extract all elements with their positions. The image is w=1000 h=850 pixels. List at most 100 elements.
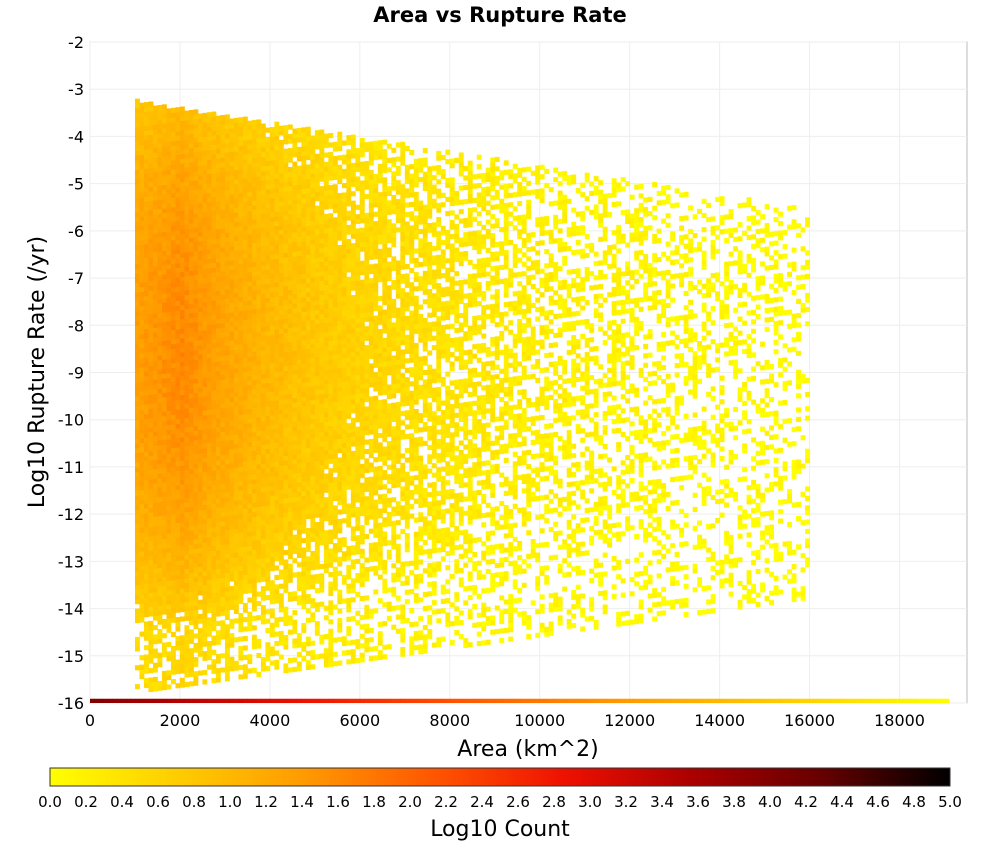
heatmap-cell bbox=[319, 403, 325, 409]
heatmap-cell bbox=[260, 402, 266, 408]
heatmap-cell bbox=[319, 573, 325, 579]
heatmap-cell bbox=[229, 288, 235, 294]
heatmap-cell bbox=[166, 377, 172, 383]
heatmap-cell bbox=[193, 557, 199, 564]
heatmap-cell bbox=[278, 394, 284, 400]
heatmap-cell bbox=[251, 205, 257, 211]
heatmap-cell bbox=[229, 618, 235, 625]
heatmap-cell bbox=[287, 596, 293, 602]
heatmap-cell bbox=[157, 567, 163, 573]
heatmap-cell bbox=[143, 191, 149, 197]
heatmap-cell bbox=[265, 335, 271, 341]
heatmap-cell bbox=[148, 394, 154, 400]
heatmap-cell bbox=[152, 105, 158, 111]
heatmap-cell bbox=[287, 185, 293, 191]
heatmap-cell bbox=[215, 597, 221, 603]
heatmap-cell bbox=[175, 277, 181, 283]
heatmap-cell bbox=[220, 299, 226, 305]
heatmap-cell bbox=[161, 151, 167, 157]
heatmap-cell bbox=[193, 501, 199, 507]
heatmap-cell bbox=[319, 516, 325, 522]
heatmap-cell bbox=[247, 120, 253, 126]
heatmap-cell bbox=[157, 156, 163, 163]
heatmap-cell bbox=[332, 349, 338, 355]
heatmap-cell bbox=[296, 642, 302, 648]
heatmap-cell bbox=[287, 195, 293, 201]
heatmap-cell bbox=[184, 408, 190, 414]
heatmap-cell bbox=[179, 276, 185, 282]
heatmap-cell bbox=[278, 172, 284, 179]
heatmap-cell bbox=[179, 200, 185, 207]
heatmap-cell bbox=[256, 473, 262, 479]
heatmap-cell bbox=[197, 292, 203, 298]
heatmap-cell bbox=[238, 504, 244, 510]
heatmap-cell bbox=[278, 517, 284, 523]
heatmap-cell bbox=[314, 318, 320, 325]
heatmap-cell bbox=[269, 155, 275, 161]
heatmap-cell bbox=[233, 306, 239, 312]
heatmap-cell bbox=[278, 262, 284, 268]
heatmap-cell bbox=[134, 646, 140, 652]
heatmap-cell bbox=[301, 259, 307, 265]
heatmap-cell bbox=[202, 263, 208, 270]
heatmap-cell bbox=[215, 167, 221, 173]
heatmap-cell bbox=[215, 115, 221, 121]
heatmap-cell bbox=[296, 543, 302, 549]
heatmap-cell bbox=[319, 223, 325, 230]
heatmap-cell bbox=[134, 216, 140, 222]
heatmap-cell bbox=[193, 246, 199, 252]
heatmap-cell bbox=[229, 467, 235, 473]
heatmap-cell bbox=[143, 257, 149, 264]
heatmap-cell bbox=[179, 323, 185, 329]
heatmap-cell bbox=[193, 156, 199, 162]
heatmap-cell bbox=[269, 282, 275, 288]
heatmap-cell bbox=[206, 447, 212, 453]
heatmap-cell bbox=[161, 600, 167, 606]
heatmap-cell bbox=[319, 455, 325, 461]
heatmap-cell bbox=[319, 299, 325, 305]
heatmap-cell bbox=[184, 341, 190, 348]
heatmap-cell bbox=[179, 512, 185, 518]
heatmap-cell bbox=[233, 528, 239, 534]
heatmap-cell bbox=[256, 511, 262, 517]
heatmap-cell bbox=[143, 281, 149, 287]
heatmap-cell bbox=[229, 321, 235, 327]
heatmap-cell bbox=[310, 329, 316, 335]
heatmap-cell bbox=[287, 398, 293, 404]
heatmap-cell bbox=[332, 311, 338, 317]
heatmap-cell bbox=[292, 487, 298, 493]
heatmap-cell bbox=[166, 415, 172, 421]
heatmap-cell bbox=[247, 318, 253, 325]
heatmap-cell bbox=[251, 365, 257, 371]
heatmap-cell bbox=[134, 580, 140, 586]
heatmap-cell bbox=[251, 313, 257, 319]
heatmap-cell bbox=[256, 553, 262, 559]
heatmap-cell bbox=[143, 163, 149, 169]
heatmap-cell bbox=[184, 587, 190, 593]
heatmap-cell bbox=[323, 407, 329, 413]
heatmap-cell bbox=[211, 446, 217, 452]
heatmap-cell bbox=[220, 322, 226, 328]
heatmap-cell bbox=[274, 315, 280, 321]
heatmap-cell bbox=[148, 356, 154, 362]
heatmap-cell bbox=[202, 547, 208, 553]
heatmap-cell bbox=[148, 238, 154, 244]
heatmap-cell bbox=[323, 364, 329, 371]
heatmap-cell bbox=[175, 192, 181, 198]
heatmap-cell bbox=[157, 605, 163, 611]
heatmap-cell bbox=[166, 250, 172, 256]
heatmap-cell bbox=[143, 418, 149, 424]
heatmap-cell bbox=[148, 295, 154, 301]
heatmap-cell bbox=[202, 514, 208, 520]
heatmap-cell bbox=[274, 234, 280, 241]
heatmap-cell bbox=[247, 625, 253, 632]
heatmap-cell bbox=[152, 544, 158, 550]
heatmap-cell bbox=[269, 207, 275, 213]
heatmap-cell bbox=[310, 574, 316, 580]
heatmap-cell bbox=[278, 446, 284, 452]
heatmap-cell bbox=[328, 345, 334, 351]
heatmap-cell bbox=[314, 219, 320, 225]
heatmap-cell bbox=[220, 473, 226, 479]
heatmap-cell bbox=[152, 256, 158, 262]
heatmap-cell bbox=[319, 205, 325, 211]
